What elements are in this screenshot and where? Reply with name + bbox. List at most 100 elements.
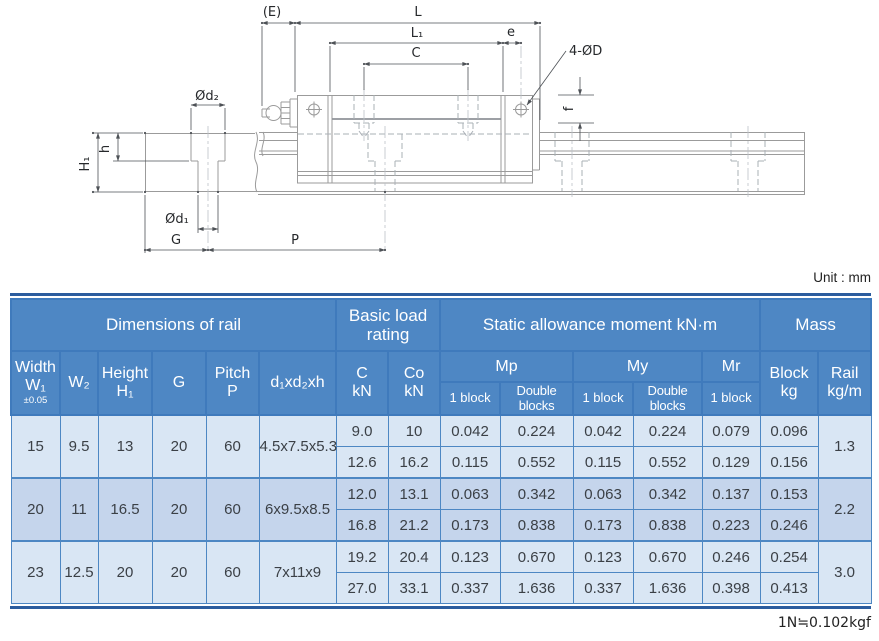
cell-mr-1block: 0.246 xyxy=(701,540,761,573)
cell-block-kg: 0.096 xyxy=(759,414,819,447)
cell-block-kg: 0.413 xyxy=(759,572,819,604)
col-mr: Mr xyxy=(701,350,762,383)
cell-pitch: 60 xyxy=(205,540,260,604)
col-width-tolerance: ±0.05 xyxy=(23,395,48,407)
header-basic-load-line1: Basic load xyxy=(348,305,428,325)
cell-co: 10 xyxy=(387,414,441,447)
dim-label-d1: Ød₁ xyxy=(165,212,189,227)
col-width-line1: Width xyxy=(15,359,56,377)
dimension-lines xyxy=(93,21,594,253)
cell-mr-1block: 0.079 xyxy=(701,414,761,447)
cell-mp-1block: 0.337 xyxy=(439,572,501,604)
technical-drawing: (E) L L₁ e C 4-ØD f Ød₂ Ød₁ h H₁ G P xyxy=(78,5,805,253)
cell-my-1block: 0.173 xyxy=(572,509,634,542)
cell-width: 20 xyxy=(10,477,61,542)
header-static-moment: Static allowance moment kN·m xyxy=(439,298,762,352)
cell-mp-double: 0.224 xyxy=(499,414,574,447)
cell-mp-1block: 0.123 xyxy=(439,540,501,573)
cell-mp-double: 0.670 xyxy=(499,540,574,573)
cell-height: 13 xyxy=(97,414,153,479)
block-side-view xyxy=(261,95,540,184)
col-pitch-symbol: P xyxy=(227,383,238,400)
dim-label-4-OD: 4-ØD xyxy=(569,44,602,59)
cell-c: 12.6 xyxy=(335,446,389,479)
cell-rail-kgm: 3.0 xyxy=(817,540,872,604)
dim-label-f: f xyxy=(562,106,577,111)
col-co-unit: kN xyxy=(404,383,424,400)
header-mass: Mass xyxy=(759,298,873,352)
cell-my-1block: 0.042 xyxy=(572,414,634,447)
table-row: 12.6 16.2 0.115 0.552 0.115 0.552 0.129 … xyxy=(11,446,871,479)
col-g: G xyxy=(151,350,207,416)
table-row: 16.8 21.2 0.173 0.838 0.173 0.838 0.223 … xyxy=(11,509,871,542)
dim-label-P: P xyxy=(291,233,299,248)
cell-my-double: 0.670 xyxy=(632,540,703,573)
col-my-1block: 1 block xyxy=(572,381,635,416)
cell-co: 16.2 xyxy=(387,446,441,479)
hidden-lines xyxy=(298,95,766,191)
cell-my-1block: 0.337 xyxy=(572,572,634,604)
unit-label: Unit : mm xyxy=(813,270,871,285)
col-c: C kN xyxy=(335,350,390,416)
col-width-symbol: W₁ xyxy=(25,377,46,395)
cell-g: 20 xyxy=(151,540,207,604)
dim-label-h: h xyxy=(98,145,113,153)
dim-label-G: G xyxy=(171,233,181,248)
col-block-unit: kg xyxy=(780,383,798,400)
cell-co: 21.2 xyxy=(387,509,441,542)
cell-w2: 12.5 xyxy=(59,540,99,604)
table-row: 20 11 16.5 20 60 6x9.5x8.5 12.0 13.1 0.0… xyxy=(10,477,872,542)
col-c-symbol: C xyxy=(356,365,368,383)
col-pitch: Pitch P xyxy=(205,350,260,416)
header-dimensions-of-rail: Dimensions of rail xyxy=(9,298,338,352)
cell-c: 9.0 xyxy=(335,414,389,447)
col-co: Co kN xyxy=(387,350,442,416)
cell-mp-double: 0.342 xyxy=(499,477,574,510)
col-my: My xyxy=(572,350,704,383)
cell-mp-1block: 0.173 xyxy=(439,509,501,542)
cell-w2: 9.5 xyxy=(59,414,99,479)
cell-mr-1block: 0.398 xyxy=(701,572,761,604)
col-mp-1block: 1 block xyxy=(439,381,502,416)
cell-my-double: 0.342 xyxy=(632,477,703,510)
col-mp-double: Double blocks xyxy=(499,381,575,416)
conversion-note: 1N≒0.102kgf xyxy=(777,615,871,631)
spec-table-wrap: Dimensions of rail Basic load rating Sta… xyxy=(9,293,873,609)
col-rail-unit: kg/m xyxy=(827,383,862,400)
col-rail-line1: Rail xyxy=(830,365,859,383)
cell-block-kg: 0.254 xyxy=(759,540,819,573)
cell-height: 20 xyxy=(97,540,153,604)
dim-label-C: C xyxy=(411,46,420,61)
cell-my-1block: 0.063 xyxy=(572,477,634,510)
col-width: Width W₁ ±0.05 xyxy=(10,350,61,416)
header-basic-load-rating: Basic load rating xyxy=(335,298,442,352)
cell-c: 12.0 xyxy=(335,477,389,510)
cell-mr-1block: 0.129 xyxy=(701,446,761,479)
cell-my-double: 0.552 xyxy=(632,446,703,479)
cell-pitch: 60 xyxy=(205,477,260,542)
col-mp: Mp xyxy=(439,350,575,383)
cell-mp-double: 0.552 xyxy=(499,446,574,479)
cell-mp-1block: 0.063 xyxy=(439,477,501,510)
cell-block-kg: 0.246 xyxy=(759,509,819,542)
cell-mp-double: 0.838 xyxy=(499,509,574,542)
header-basic-load-line2: rating xyxy=(366,325,410,344)
cell-my-double: 0.838 xyxy=(632,509,703,542)
col-height: Height H₁ xyxy=(97,350,153,416)
col-block-kg: Block kg xyxy=(759,350,820,416)
cell-height: 16.5 xyxy=(97,477,153,542)
dim-label-L: L xyxy=(414,5,422,20)
cell-my-double: 0.224 xyxy=(632,414,703,447)
cell-mp-1block: 0.042 xyxy=(439,414,501,447)
cad-point-dots xyxy=(91,21,542,252)
cell-g: 20 xyxy=(151,414,207,479)
cell-mp-1block: 0.115 xyxy=(439,446,501,479)
table-row: 15 9.5 13 20 60 4.5x7.5x5.3 9.0 10 0.042… xyxy=(10,414,872,479)
col-my-double: Double blocks xyxy=(632,381,704,416)
cell-dxdxh: 4.5x7.5x5.3 xyxy=(258,414,337,479)
col-c-unit: kN xyxy=(352,383,372,400)
dim-label-d2: Ød₂ xyxy=(195,89,219,104)
cell-rail-kgm: 2.2 xyxy=(817,477,872,542)
cell-block-kg: 0.153 xyxy=(759,477,819,510)
dim-label-H1: H₁ xyxy=(78,157,93,172)
